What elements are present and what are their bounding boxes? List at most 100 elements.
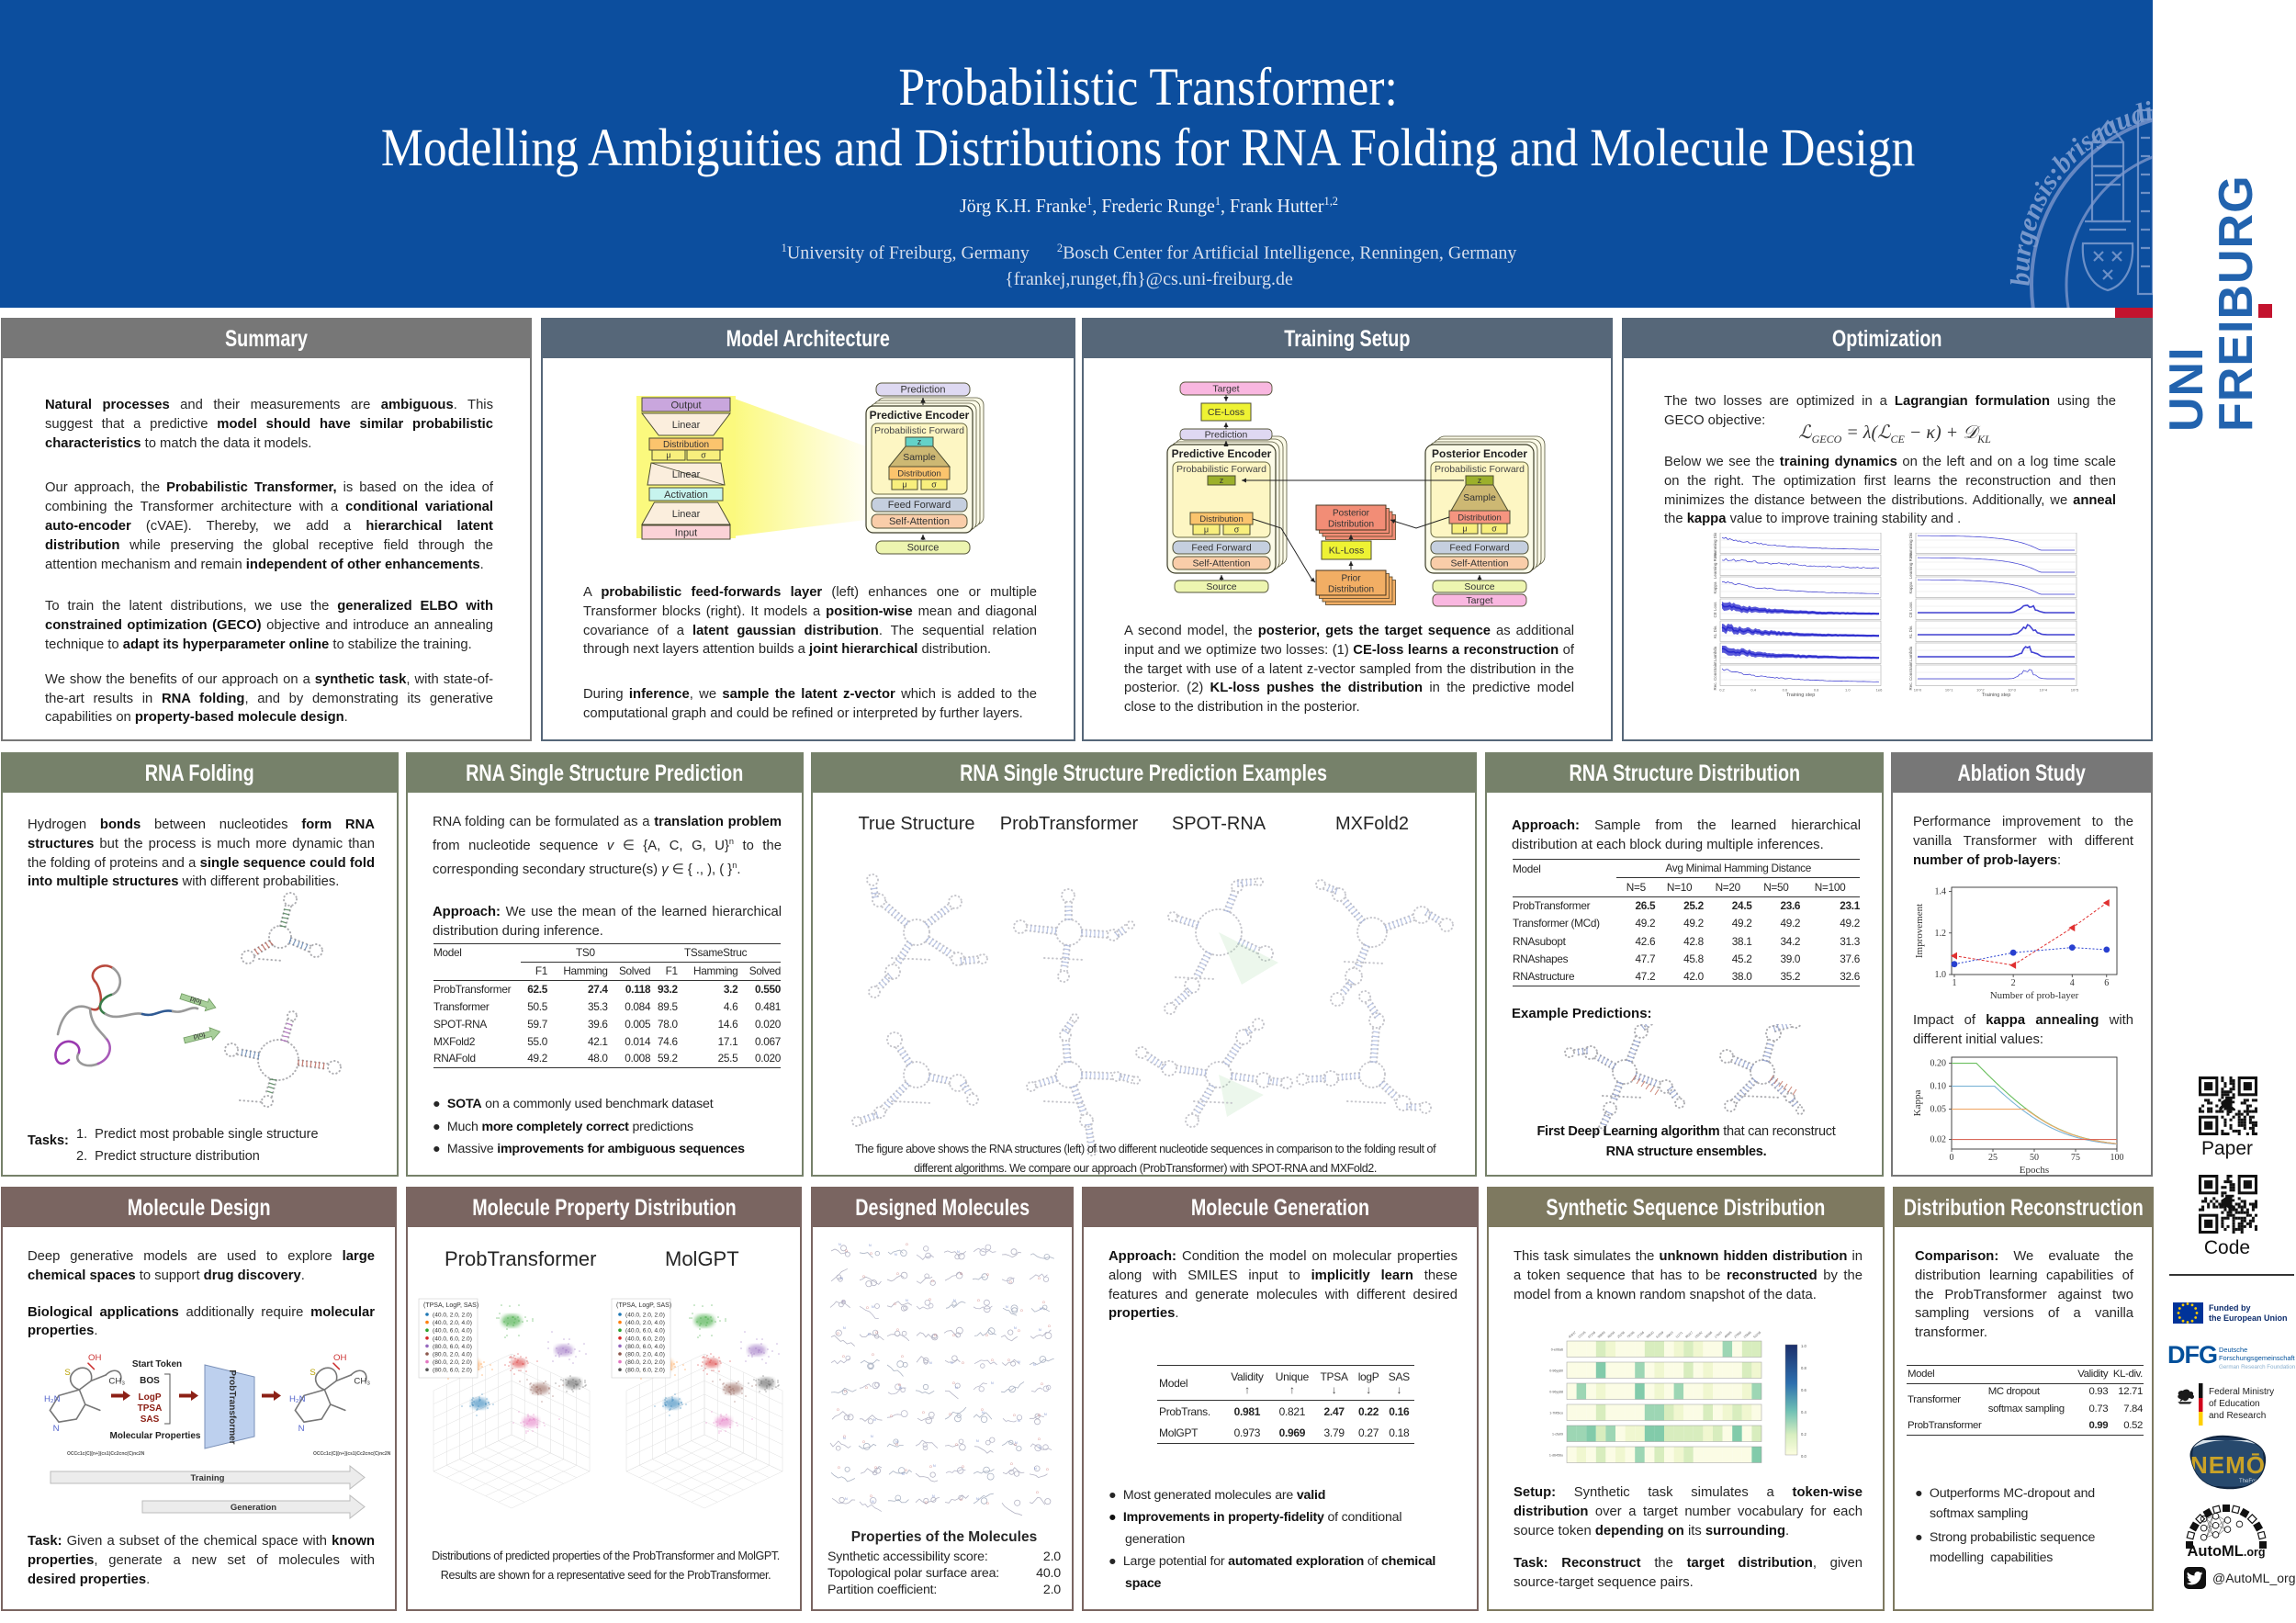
svg-text:O: O <box>870 1252 872 1256</box>
svg-text:Kappa: Kappa <box>1908 581 1913 594</box>
svg-text:98920: 98920 <box>1646 1331 1655 1339</box>
svg-text:O: O <box>960 1272 962 1276</box>
svg-text:11271: 11271 <box>1675 1331 1684 1339</box>
svg-text:Distribution: Distribution <box>897 468 941 479</box>
svg-text:O: O <box>865 1386 868 1390</box>
svg-text:O: O <box>981 1408 984 1412</box>
svg-text:N: N <box>906 1299 908 1302</box>
svg-text:O: O <box>977 1299 980 1302</box>
svg-text:H₂N: H₂N <box>44 1394 61 1404</box>
svg-text:Input: Input <box>675 527 697 538</box>
svg-text:0-96yy60: 0-96yy60 <box>1549 1369 1563 1372</box>
svg-text:N: N <box>838 1243 841 1246</box>
svg-text:O: O <box>962 1361 964 1365</box>
svg-text:S: S <box>64 1368 70 1378</box>
svg-text:Kappa: Kappa <box>1912 1090 1923 1117</box>
svg-text:O: O <box>874 1466 877 1470</box>
svg-text:N: N <box>1015 1441 1018 1445</box>
svg-text:1-7M5ico: 1-7M5ico <box>1549 1411 1563 1414</box>
svg-text:N: N <box>843 1326 846 1330</box>
svg-text:O: O <box>843 1435 846 1438</box>
svg-text:N: N <box>895 1253 897 1257</box>
svg-text:79156: 79156 <box>1626 1331 1636 1339</box>
svg-text:O: O <box>1046 1468 1049 1471</box>
svg-text:0.2: 0.2 <box>1719 688 1725 693</box>
svg-text:N: N <box>976 1439 979 1443</box>
svg-text:0.2: 0.2 <box>1801 1432 1806 1437</box>
svg-text:10^4: 10^4 <box>2040 688 2048 693</box>
svg-text:O: O <box>906 1243 908 1246</box>
svg-text:OH: OH <box>88 1353 101 1363</box>
svg-text:Self-Attention: Self-Attention <box>1450 558 1508 569</box>
svg-text:(40.0, 6.0, 4.0): (40.0, 6.0, 4.0) <box>625 1328 665 1335</box>
svg-text:OCCc1c(C)[n+](cs1)Cc2cnc(C)nc2: OCCc1c(C)[n+](cs1)Cc2cnc(C)nc2N <box>313 1451 391 1457</box>
svg-text:O: O <box>844 1390 847 1393</box>
svg-text:0-96yy68: 0-96yy68 <box>1549 1390 1563 1393</box>
svg-text:O: O <box>1041 1382 1043 1386</box>
svg-text:O: O <box>890 1414 893 1418</box>
svg-text:μ: μ <box>1462 524 1467 534</box>
svg-text:N: N <box>840 1277 843 1280</box>
svg-text:and Research: and Research <box>2209 1411 2266 1421</box>
svg-text:O: O <box>1042 1301 1045 1304</box>
svg-text:N: N <box>1044 1413 1047 1416</box>
svg-text:N: N <box>843 1437 846 1440</box>
svg-text:Forschungsgemeinschaft: Forschungsgemeinschaft <box>2219 1354 2295 1362</box>
svg-text:O: O <box>842 1300 845 1303</box>
svg-text:Posterior: Posterior <box>1333 509 1370 519</box>
svg-text:2: 2 <box>2011 978 2016 988</box>
svg-text:O: O <box>955 1443 958 1447</box>
svg-text:98227: 98227 <box>1684 1331 1694 1339</box>
svg-text:Probabilistic Forward: Probabilistic Forward <box>1435 464 1525 475</box>
svg-text:26352: 26352 <box>1694 1331 1704 1339</box>
svg-text:AutoML.org: AutoML.org <box>2187 1543 2265 1560</box>
svg-text:O: O <box>1014 1443 1017 1447</box>
svg-text:45254: 45254 <box>1606 1331 1615 1339</box>
svg-text:O: O <box>862 1440 865 1444</box>
svg-text:6: 6 <box>2104 978 2109 988</box>
svg-text:TheForCluster: TheForCluster <box>2239 1479 2270 1484</box>
svg-text:100: 100 <box>2110 1153 2124 1163</box>
svg-text:O: O <box>896 1328 899 1332</box>
svg-text:N: N <box>902 1472 905 1476</box>
svg-text:fold: fold <box>189 995 203 1007</box>
svg-text:(80.0, 6.0, 2.0): (80.0, 6.0, 2.0) <box>625 1368 665 1374</box>
svg-text:Distribution: Distribution <box>1328 585 1374 595</box>
svg-text:50: 50 <box>2030 1153 2039 1163</box>
svg-text:Activation: Activation <box>664 490 708 501</box>
svg-text:N: N <box>951 1361 953 1365</box>
svg-text:N: N <box>1014 1326 1017 1330</box>
svg-text:Rec. Constraint: Rec. Constraint <box>1713 661 1717 691</box>
svg-text:(80.0, 6.0, 4.0): (80.0, 6.0, 4.0) <box>433 1344 472 1350</box>
svg-text:Prior: Prior <box>1341 574 1361 584</box>
svg-text:(TPSA, LogP, SAS): (TPSA, LogP, SAS) <box>423 1302 478 1309</box>
svg-text:N: N <box>932 1494 935 1498</box>
svg-text:H₂N: H₂N <box>289 1394 306 1404</box>
svg-text:O: O <box>845 1249 848 1253</box>
svg-text:Number of prob-layer: Number of prob-layer <box>1990 990 2079 1001</box>
svg-text:0.8: 0.8 <box>1801 1366 1806 1370</box>
svg-text:Target: Target <box>1212 384 1239 395</box>
svg-text:0.10: 0.10 <box>1930 1082 1947 1092</box>
svg-text:CE Loss: CE Loss <box>1713 602 1717 618</box>
svg-text:NEMŌ: NEMŌ <box>2190 1451 2266 1479</box>
svg-text:LogP: LogP <box>139 1392 162 1403</box>
svg-text:O: O <box>862 1275 865 1279</box>
svg-text:1.4: 1.4 <box>1935 887 1947 897</box>
svg-text:TPSA: TPSA <box>138 1403 163 1414</box>
svg-text:Sample: Sample <box>1463 492 1496 503</box>
svg-text:CE Loss: CE Loss <box>1908 602 1913 618</box>
svg-text:of Education: of Education <box>2209 1399 2260 1409</box>
svg-text:@AutoML_org: @AutoML_org <box>2212 1571 2295 1585</box>
svg-text:0.8: 0.8 <box>1814 688 1819 693</box>
svg-text:O: O <box>1013 1414 1016 1417</box>
svg-text:Self-Attention: Self-Attention <box>889 516 950 527</box>
svg-text:O: O <box>922 1411 925 1414</box>
svg-text:53236: 53236 <box>1752 1331 1761 1339</box>
svg-text:OCCc1c(C)[n+](cs1)Cc2cnc(C)nc2: OCCc1c(C)[n+](cs1)Cc2cnc(C)nc2N <box>67 1451 145 1457</box>
svg-text:Feed Forward: Feed Forward <box>1449 543 1510 554</box>
svg-text:0.4: 0.4 <box>1750 688 1756 693</box>
svg-text:O: O <box>949 1413 951 1416</box>
svg-text:Prediction: Prediction <box>901 385 946 396</box>
svg-text:4: 4 <box>2070 978 2075 988</box>
